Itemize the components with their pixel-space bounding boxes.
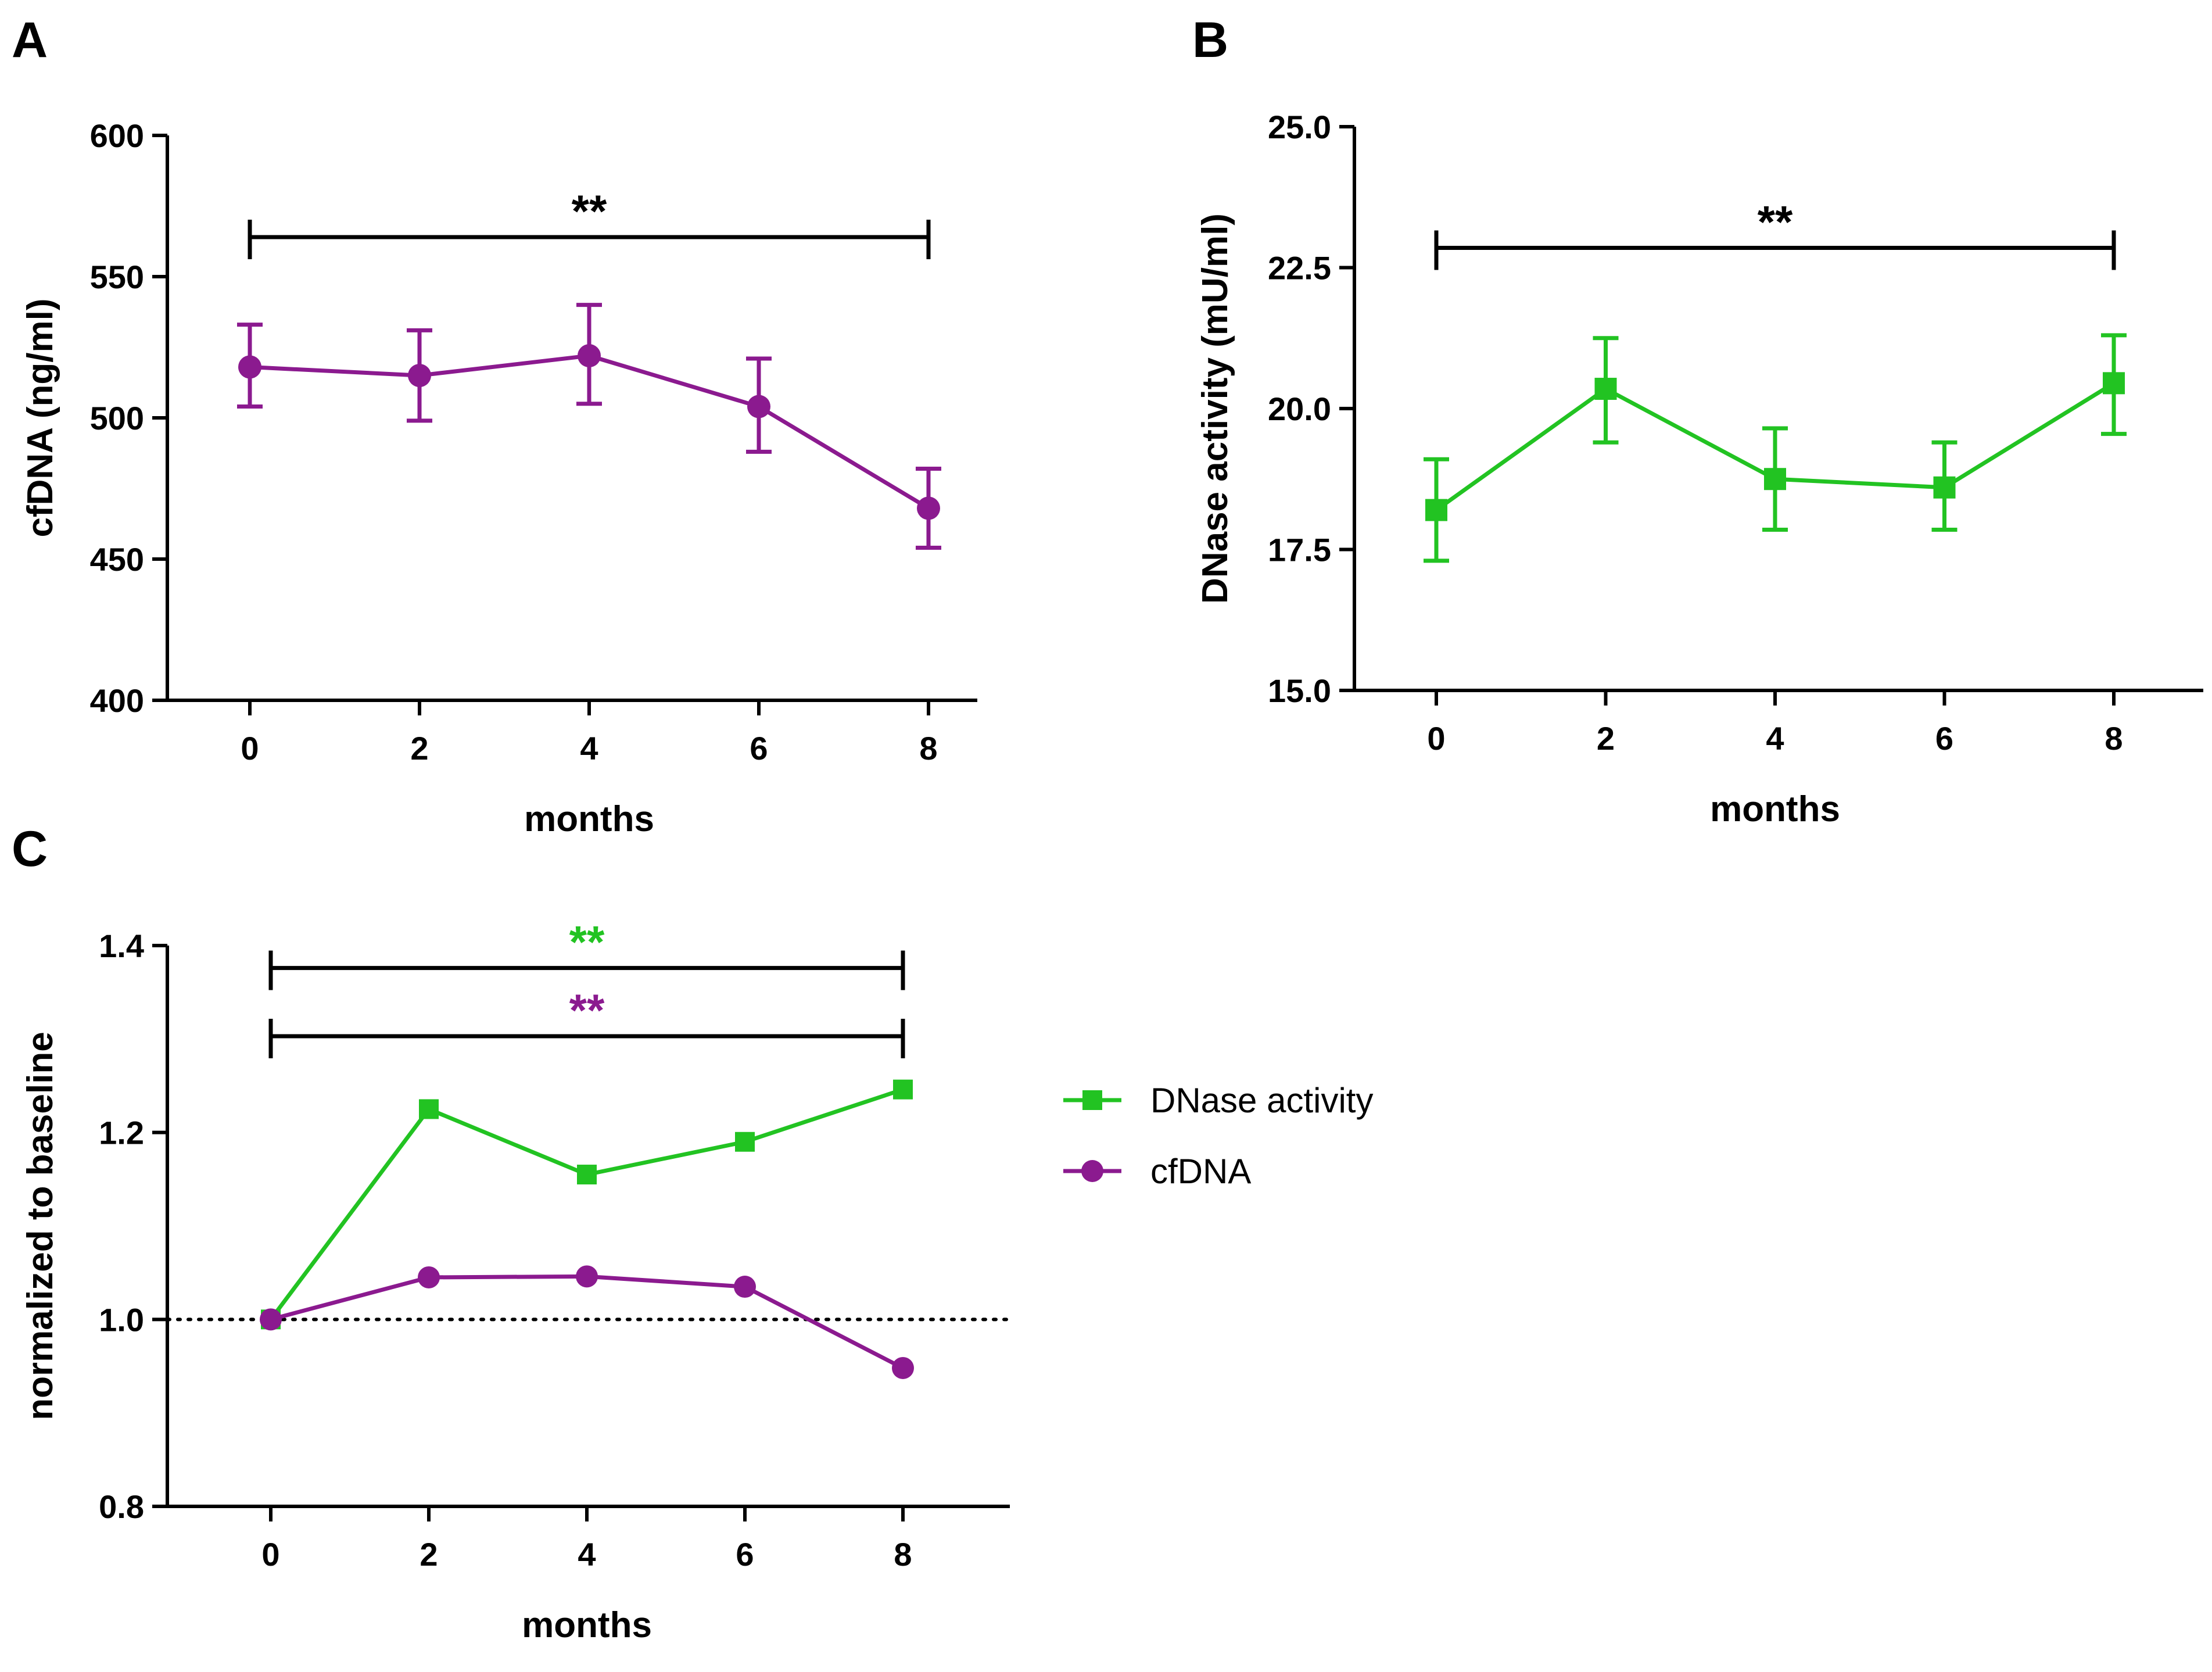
data-point-marker — [1594, 378, 1617, 400]
data-point-marker — [238, 355, 261, 379]
y-tick-label: 25.0 — [1268, 109, 1331, 145]
x-tick-label: 8 — [894, 1536, 912, 1573]
x-tick-label: 2 — [420, 1536, 438, 1573]
panel-label-c: C — [12, 821, 48, 877]
x-tick-label: 8 — [2105, 720, 2123, 757]
x-tick-label: 4 — [1766, 720, 1784, 757]
x-tick-label: 4 — [580, 730, 598, 767]
data-point-marker — [892, 1356, 914, 1379]
y-tick-label: 500 — [90, 400, 144, 436]
y-tick-label: 20.0 — [1268, 391, 1331, 427]
panel-c-chart: 0.8 1.0 1.2 1.4 0 2 4 6 8 months normalized to bas… — [20, 916, 1373, 1645]
data-point-marker — [260, 1308, 282, 1331]
panel-b-chart: 15.0 17.5 20.0 22.5 25.0 0 2 4 6 8 months DNase act… — [1195, 109, 2203, 829]
x-tick-label: 6 — [1935, 720, 1953, 757]
data-point-marker — [735, 1132, 755, 1152]
x-axis-title: months — [522, 1605, 652, 1645]
y-tick-label: 400 — [90, 682, 144, 719]
x-tick-label: 6 — [736, 1536, 754, 1573]
data-point-marker — [2103, 372, 2125, 395]
data-point-marker — [893, 1079, 913, 1100]
x-tick-label: 6 — [750, 730, 768, 767]
data-point-marker — [419, 1099, 439, 1119]
y-tick-label: 0.8 — [99, 1488, 144, 1525]
legend-label: DNase activity — [1150, 1081, 1373, 1120]
y-axis-title: cfDNA (ng/ml) — [20, 299, 60, 538]
y-tick-label: 450 — [90, 541, 144, 578]
legend-label: cfDNA — [1150, 1152, 1251, 1191]
data-point-marker — [1425, 499, 1447, 521]
x-tick-label: 8 — [919, 730, 937, 767]
data-point-marker — [917, 496, 940, 520]
y-axis-title: normalized to baseline — [20, 1032, 60, 1420]
y-tick-label: 600 — [90, 117, 144, 154]
x-tick-label: 0 — [241, 730, 259, 767]
x-tick-label: 2 — [410, 730, 428, 767]
series-line-1 — [270, 1274, 904, 1370]
data-point-marker — [1764, 468, 1786, 490]
x-tick-label: 4 — [578, 1536, 596, 1573]
y-tick-label: 15.0 — [1268, 672, 1331, 709]
data-point-marker — [578, 344, 601, 368]
y-tick-label: 1.2 — [99, 1115, 144, 1151]
panel-label-a: A — [12, 12, 48, 68]
x-tick-label: 0 — [1427, 720, 1445, 757]
y-tick-label: 550 — [90, 259, 144, 295]
data-point-marker — [576, 1265, 598, 1288]
panel-a-chart: 400 450 500 550 600 0 2 4 6 8 months cfDNA (ng/ml) *… — [20, 117, 977, 839]
data-point-marker — [577, 1165, 597, 1185]
data-point-marker — [1933, 476, 1956, 499]
y-tick-label: 1.0 — [99, 1301, 144, 1338]
y-tick-label: 1.4 — [99, 928, 144, 964]
y-tick-label: 17.5 — [1268, 532, 1331, 568]
significance-label: ** — [1758, 196, 1793, 248]
data-point-marker — [734, 1276, 756, 1298]
data-point-marker — [1082, 1090, 1102, 1110]
data-point-marker — [1081, 1160, 1103, 1182]
data-point-marker — [408, 364, 431, 388]
significance-label: ** — [569, 916, 605, 968]
x-axis-title: months — [524, 799, 654, 839]
y-axis-title: DNase activity (mU/ml) — [1195, 213, 1235, 604]
x-axis-title: months — [1710, 789, 1840, 829]
data-point-marker — [418, 1266, 440, 1288]
x-tick-label: 2 — [1597, 720, 1615, 757]
y-tick-label: 22.5 — [1268, 250, 1331, 287]
x-tick-label: 0 — [261, 1536, 279, 1573]
significance-label: ** — [572, 185, 607, 237]
significance-label: ** — [569, 984, 605, 1036]
data-point-marker — [747, 395, 770, 418]
panel-label-b: B — [1192, 12, 1228, 68]
